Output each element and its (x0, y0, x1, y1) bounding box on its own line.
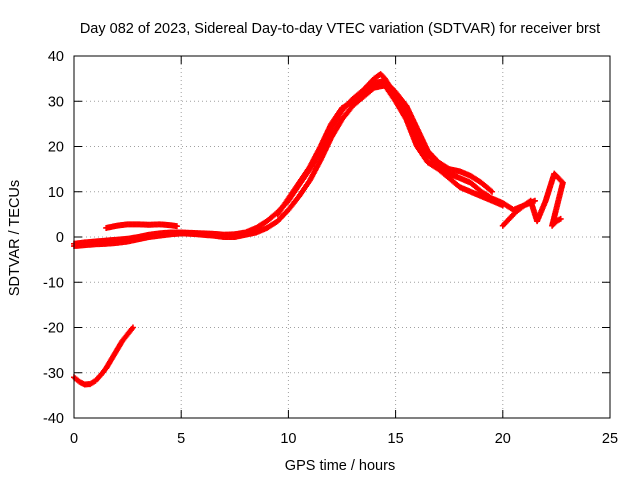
y-tick-label: -30 (43, 366, 64, 382)
series-track-b (71, 82, 506, 250)
y-tick-label: 10 (48, 185, 64, 201)
data-point (489, 188, 496, 195)
y-tick-label: 30 (48, 94, 64, 110)
y-tick-label: -40 (43, 411, 64, 427)
series-early-upper-band (103, 221, 180, 231)
series-lower-arc (71, 324, 136, 388)
grid-lines (74, 56, 610, 418)
data-point (499, 202, 506, 209)
x-tick-label: 10 (280, 431, 296, 447)
chart-title: Day 082 of 2023, Sidereal Day-to-day VTE… (80, 21, 600, 37)
x-axis-label: GPS time / hours (285, 458, 395, 474)
plot-frame (73, 55, 611, 419)
x-tick-label: 20 (495, 431, 511, 447)
y-tick-labels: -40 -30 -20 -10 0 10 20 30 40 (43, 49, 64, 427)
series-track-c (274, 77, 496, 218)
x-tick-label: 0 (70, 431, 78, 447)
y-tick-label: 20 (48, 140, 64, 156)
y-tick-label: -20 (43, 321, 64, 337)
data-series (71, 71, 566, 388)
data-point (557, 215, 564, 222)
x-tick-labels: 0 5 10 15 20 25 (70, 431, 618, 447)
x-tick-label: 25 (602, 431, 618, 447)
series-late-fragments (499, 170, 566, 229)
x-tick-label: 15 (388, 431, 404, 447)
x-tick-label: 5 (177, 431, 185, 447)
data-point (129, 324, 136, 331)
y-tick-label: -10 (43, 275, 64, 291)
y-tick-label: 40 (48, 49, 64, 65)
y-axis-label: SDTVAR / TECUs (7, 180, 23, 296)
data-point (173, 223, 180, 230)
y-tick-label: 0 (56, 230, 64, 246)
